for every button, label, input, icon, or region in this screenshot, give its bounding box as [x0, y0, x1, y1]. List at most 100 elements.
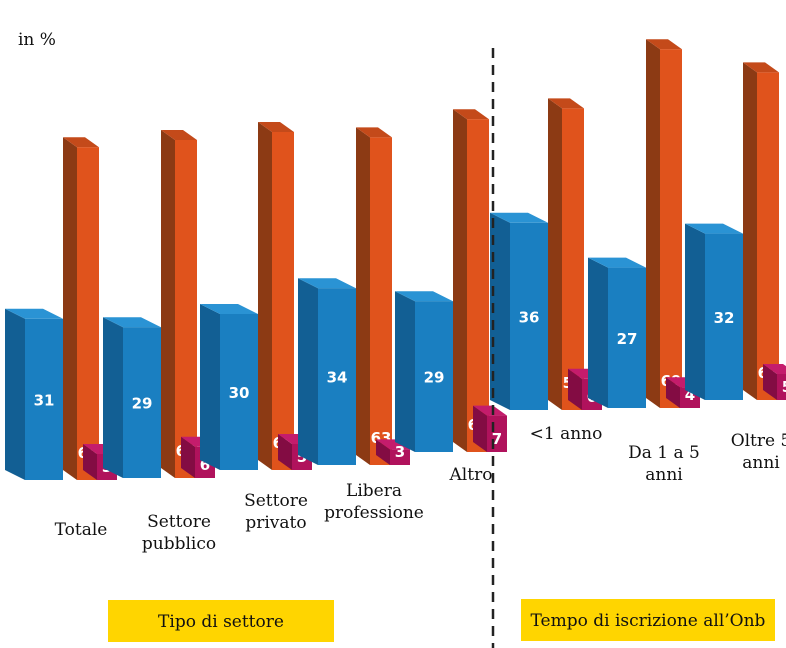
bar-side [568, 368, 582, 410]
bar-top [588, 257, 646, 268]
bar-cluster: 58366 [490, 98, 602, 411]
category-label: privato [245, 513, 306, 533]
group-label: Tipo di settore [158, 612, 284, 632]
bar-side [646, 39, 660, 408]
bar-side [161, 130, 175, 478]
bar-cluster: 64315 [5, 137, 117, 480]
bar [757, 72, 779, 401]
bar [220, 314, 258, 470]
bar [562, 108, 584, 411]
category-label: Da 1 a 5 [628, 443, 700, 463]
bar-side [763, 364, 777, 400]
bar [467, 119, 489, 452]
value-label: 6 [200, 456, 210, 474]
bar-top [743, 62, 779, 73]
value-label: 5 [782, 378, 786, 396]
bar-side [63, 137, 77, 480]
category-label: pubblico [142, 534, 216, 554]
bar-side [490, 212, 510, 410]
bar [705, 233, 743, 400]
category-label: Settore [147, 512, 211, 532]
bar-top [646, 39, 682, 50]
value-label: 31 [34, 391, 55, 409]
bar-side [258, 122, 272, 470]
value-label: 4 [685, 386, 695, 404]
unit-label: in % [18, 30, 56, 50]
bar [415, 301, 453, 452]
bar-cluster: 64297 [395, 109, 507, 452]
bar-top [161, 130, 197, 140]
bar-cluster: 65305 [200, 122, 312, 470]
bar-top [490, 212, 548, 223]
category-label: Libera [346, 481, 402, 501]
bar-side [548, 98, 562, 411]
bar [272, 132, 294, 470]
bar-side [181, 436, 195, 478]
category-label: Totale [55, 520, 108, 540]
bar-side [685, 223, 705, 400]
group-labels: Tipo di settore Tempo di iscrizione all’O… [108, 599, 775, 642]
category-label: Oltre 5 [731, 431, 786, 451]
group-label-box [108, 600, 334, 642]
category-labels: Totale SettorepubblicoSettoreprivatoLiber… [55, 424, 786, 554]
bar-side [298, 278, 318, 465]
value-label: 34 [327, 369, 348, 387]
bar [123, 327, 161, 478]
bar [660, 49, 682, 408]
bar-top [258, 122, 294, 132]
bar-top [548, 98, 584, 109]
bar-top [395, 291, 453, 302]
bar-side [200, 304, 220, 470]
bar [510, 222, 548, 410]
bar [175, 140, 197, 478]
bar-side [453, 109, 467, 452]
bar-top [200, 304, 258, 314]
value-label: 7 [492, 430, 502, 448]
bar-top [473, 405, 507, 416]
value-label: 3 [395, 443, 405, 461]
category-label: anni [645, 465, 683, 485]
bar-top [63, 137, 99, 148]
category-label: Settore [244, 491, 308, 511]
value-label: 36 [519, 308, 540, 326]
bar [25, 318, 63, 480]
bar-side [103, 317, 123, 478]
bar-top [298, 278, 356, 289]
bar-side [356, 127, 370, 466]
bar-side [588, 257, 608, 408]
bar [370, 137, 392, 465]
category-label: Altro [449, 465, 493, 485]
group-label-box [521, 599, 775, 641]
bar-cluster: 63325 [685, 62, 786, 401]
bar-side [743, 62, 757, 401]
bar-top [763, 364, 786, 374]
bar-top [5, 308, 63, 319]
bar-side [473, 405, 487, 452]
bar-side [395, 291, 415, 452]
bar-side [376, 439, 390, 465]
bar-side [666, 377, 680, 408]
bar [390, 449, 410, 465]
bar-top [376, 439, 410, 450]
bar-cluster: 65296 [103, 130, 215, 478]
bar-top [103, 317, 161, 328]
value-label: 29 [424, 369, 445, 387]
category-label: <1 anno [530, 424, 603, 444]
bar-side [278, 434, 292, 470]
value-label: 32 [714, 309, 735, 327]
bar [608, 267, 646, 408]
category-label: anni [742, 453, 780, 473]
category-label: professione [324, 503, 424, 523]
bar [777, 374, 786, 400]
bar [318, 288, 356, 465]
bar-side [83, 444, 97, 480]
bars-layer: 6431565296653056334364297583666927463325 [5, 39, 786, 480]
bar-top [356, 127, 392, 138]
bar-top [453, 109, 489, 120]
bar [77, 147, 99, 480]
value-label: 27 [617, 330, 638, 348]
bar-cluster: 69274 [588, 39, 700, 408]
